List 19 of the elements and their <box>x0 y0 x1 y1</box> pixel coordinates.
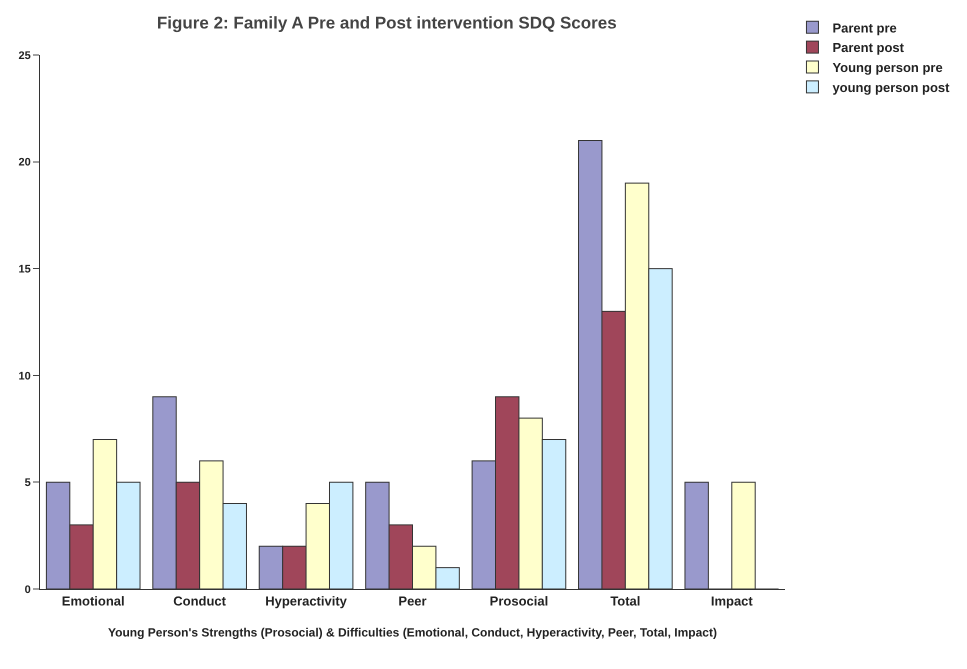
x-tick-label: Conduct <box>173 594 227 609</box>
chart-title: Figure 2: Family A Pre and Post intervention SDQ Scores <box>156 14 617 33</box>
x-axis-title: Young Person's Strengths (Prosocial) & Difficulties (Emotional, Conduct, Hyperactivity, Peer, Total, Impact) <box>108 626 717 640</box>
x-tick-label: Impact <box>710 594 754 609</box>
legend-label: Parent pre <box>832 20 897 36</box>
legend-label: Young person pre <box>832 60 943 76</box>
y-tick-label: 0 <box>24 584 31 596</box>
y-tick-label: 15 <box>18 263 31 276</box>
x-tick-label: Hyperactivity <box>265 594 348 609</box>
x-tick-label: Emotional <box>62 594 125 609</box>
legend-label: Parent post <box>832 40 905 56</box>
x-tick-label: Peer <box>398 594 427 609</box>
x-tick-label: Total <box>610 594 640 609</box>
y-tick-label: 20 <box>18 156 31 169</box>
x-tick-label: Prosocial <box>490 594 548 609</box>
y-tick-label: 5 <box>24 477 31 490</box>
legend-label: young person post <box>832 80 950 95</box>
y-tick-label: 10 <box>18 370 31 382</box>
y-tick-label: 25 <box>18 50 31 62</box>
